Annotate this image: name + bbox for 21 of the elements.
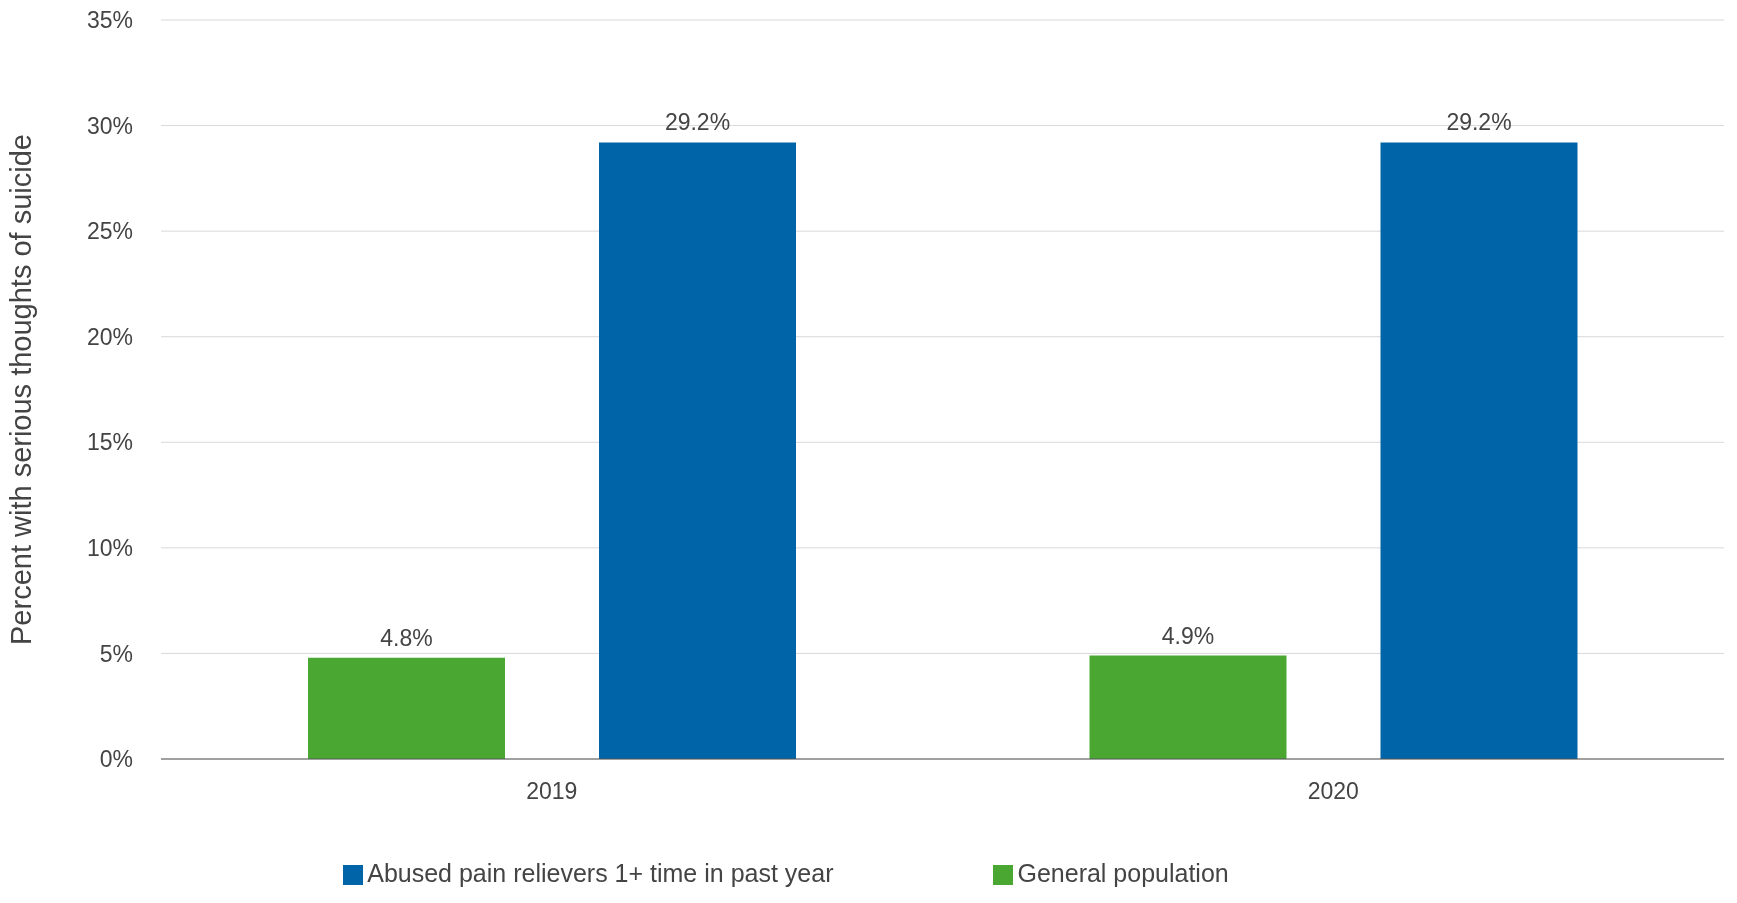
data-label: 4.9% <box>1161 622 1215 649</box>
y-tick-label: 20% <box>86 323 133 350</box>
legend-label: Abused pain relievers 1+ time in past year <box>367 859 834 887</box>
data-label: 29.2% <box>664 109 731 136</box>
y-axis-title: Percent with serious thoughts of suicide <box>5 134 38 645</box>
x-tick-label: 2019 <box>526 778 578 805</box>
y-tick-label: 5% <box>99 640 133 667</box>
data-label: 4.8% <box>380 624 433 651</box>
x-tick-label: 2020 <box>1307 778 1359 805</box>
y-tick-label: 25% <box>86 218 133 245</box>
bar <box>1380 142 1578 759</box>
y-tick-label: 0% <box>99 746 133 773</box>
legend-label: General population <box>1017 859 1229 887</box>
bar <box>1089 655 1287 759</box>
y-tick-label: 15% <box>86 429 133 456</box>
data-label: 29.2% <box>1446 109 1512 136</box>
bar <box>599 142 796 759</box>
y-tick-label: 10% <box>86 535 133 562</box>
y-tick-label: 30% <box>86 112 133 139</box>
bar <box>308 657 505 759</box>
y-tick-label: 35% <box>86 7 133 34</box>
